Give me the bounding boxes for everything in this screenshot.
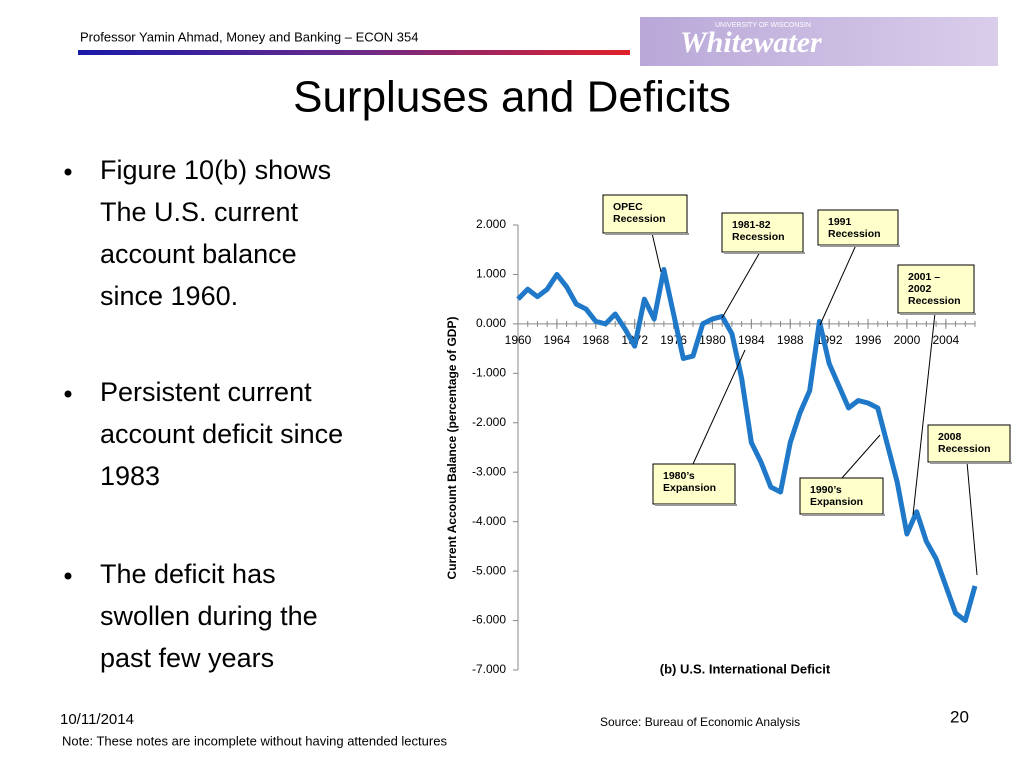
annotation-shadow <box>900 313 976 315</box>
header-bar <box>78 50 630 55</box>
x-tick-label: 1968 <box>582 333 609 347</box>
y-tick-label: -2.000 <box>472 415 506 429</box>
bullet-text: since 1960. <box>100 281 238 311</box>
annotation-text: Recession <box>732 231 785 243</box>
x-tick-label: 2000 <box>894 333 921 347</box>
annotation-text: 1981-82 <box>732 219 771 231</box>
x-tick-label: 1996 <box>855 333 882 347</box>
x-tick-label: 1960 <box>505 333 532 347</box>
annotation-box <box>721 212 804 253</box>
y-tick-label: -4.000 <box>472 514 506 528</box>
y-tick-label: -5.000 <box>472 563 506 577</box>
x-tick-label: 1964 <box>544 333 571 347</box>
leader-line <box>912 312 936 516</box>
annotation-text: Expansion <box>663 482 716 494</box>
bullet-text: swollen during the <box>100 601 318 631</box>
logo-name: Whitewater <box>680 26 822 59</box>
logo <box>640 17 998 66</box>
bullet-text: The U.S. current <box>100 197 299 227</box>
x-tick-label: 1988 <box>777 333 804 347</box>
annotation-box <box>602 194 688 234</box>
annotation-box <box>817 209 899 246</box>
annotation-shadow <box>724 252 805 254</box>
bullet-dot <box>64 572 72 580</box>
annotation-text: 1980’s <box>663 470 695 482</box>
x-tick-label: 1984 <box>738 333 765 347</box>
data-line <box>516 267 978 624</box>
bullet-text: Figure 10(b) shows <box>100 155 331 185</box>
leader-line <box>651 232 662 273</box>
note: Note: These notes are incomplete without… <box>62 733 447 748</box>
x-tick-label: 1980 <box>699 333 726 347</box>
annotation-shadow <box>820 245 900 247</box>
y-label: Current Account Balance (percentage of G… <box>445 317 459 580</box>
annotation-box <box>897 264 975 314</box>
annotation-text: Recession <box>613 213 666 225</box>
y-tick-label: 2.000 <box>476 217 506 231</box>
annotation-text: Expansion <box>810 496 863 508</box>
header: Professor Yamin Ahmad, Money and Banking… <box>80 29 418 44</box>
chart-title: (b) U.S. International Deficit <box>660 661 831 676</box>
y-tick-label: 0.000 <box>476 316 506 330</box>
x-tick-label: 2004 <box>932 333 959 347</box>
annotation-shadow <box>802 514 885 516</box>
logo-top: UNIVERSITY OF WISCONSIN <box>715 22 811 29</box>
y-tick-label: 1.000 <box>476 267 506 281</box>
annotation-text: OPEC <box>613 201 643 213</box>
annotation-text: Recession <box>908 295 961 307</box>
date: 10/11/2014 <box>60 711 134 728</box>
annotation-text: 1990’s <box>810 484 842 496</box>
annotation-text: Recession <box>828 228 881 240</box>
bullet-text: account deficit since <box>100 419 343 449</box>
annotation-text: 2002 <box>908 283 932 295</box>
annotation-shadow <box>655 504 737 506</box>
bullet-text: past few years <box>100 643 274 673</box>
leader-line <box>692 349 746 465</box>
annotation-text: 2001 – <box>908 271 940 283</box>
page-number: 20 <box>950 707 969 726</box>
bullet-text: 1983 <box>100 461 160 491</box>
annotation-text: Recession <box>938 443 991 455</box>
leader-line <box>966 461 978 576</box>
bullet-dot <box>64 390 72 398</box>
annotation-text: 1991 <box>828 216 852 228</box>
leader-line <box>721 251 761 319</box>
annotation-shadow <box>605 233 689 235</box>
bullet-dot <box>64 168 72 176</box>
y-tick-label: -3.000 <box>472 464 506 478</box>
y-tick-label: -1.000 <box>472 366 506 380</box>
bullet-text: Persistent current <box>100 377 312 407</box>
leader-line <box>841 434 881 479</box>
annotation-box <box>799 477 884 515</box>
x-tick-label: 1976 <box>660 333 687 347</box>
annotation-text: 2008 <box>938 431 962 443</box>
bullet-text: The deficit has <box>100 559 276 589</box>
annotation-shadow <box>930 462 1012 464</box>
y-tick-label: -6.000 <box>472 613 506 627</box>
title: Surpluses and Deficits <box>293 73 731 122</box>
bullet-text: account balance <box>100 239 297 269</box>
source: Source: Bureau of Economic Analysis <box>600 715 800 729</box>
leader-line <box>819 244 857 326</box>
y-tick-label: -7.000 <box>472 662 506 676</box>
